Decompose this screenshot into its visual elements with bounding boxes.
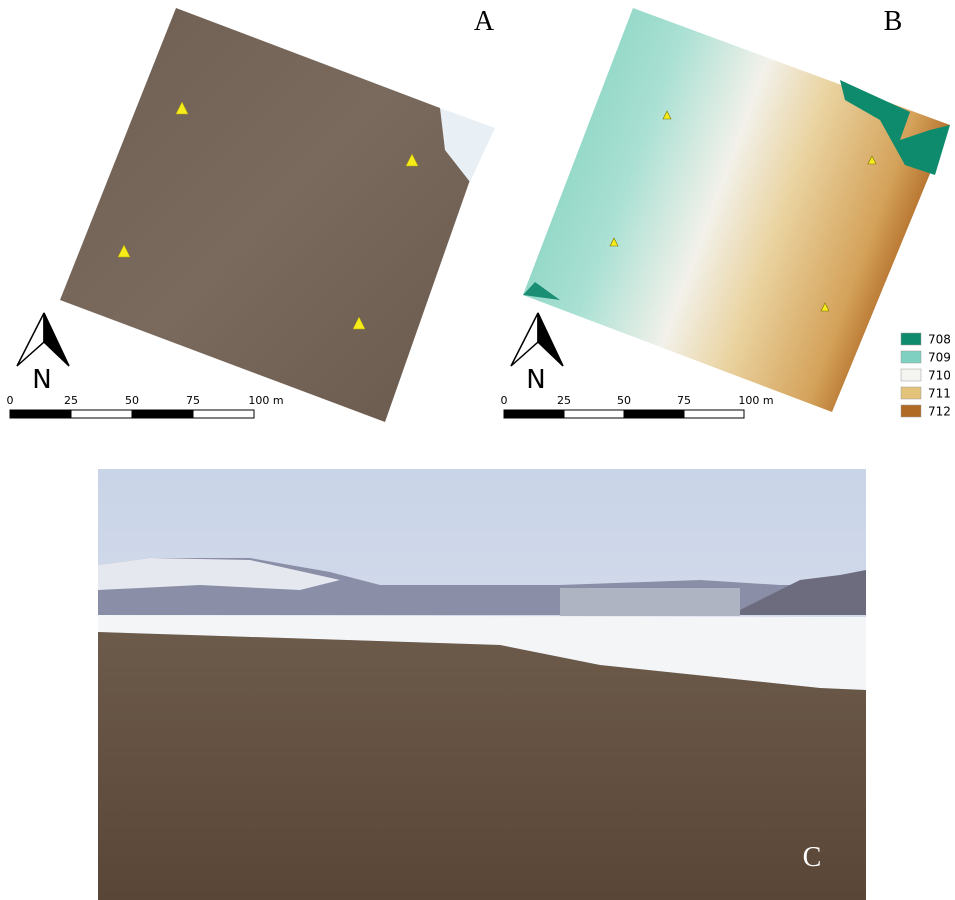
legend-swatch [901, 369, 921, 381]
north-label: N [526, 365, 545, 395]
scale-label: 50 [617, 394, 631, 407]
dem-map [523, 8, 950, 412]
scale-label: 75 [186, 394, 200, 407]
legend-label: 709 [928, 351, 951, 365]
field-photo [98, 469, 866, 900]
legend-label: 711 [928, 387, 951, 401]
north-arrow [511, 313, 538, 366]
legend-label: 712 [928, 405, 951, 419]
orthophoto [60, 8, 470, 422]
scale-segment [684, 410, 744, 418]
north-arrow [44, 313, 69, 366]
scale-label: 25 [557, 394, 571, 407]
legend-label: 710 [928, 369, 951, 383]
figure: A N 0 25 50 75 100 m B N 0 25 50 75 100 m 708 709 710 711… [0, 0, 955, 900]
legend-swatch [901, 351, 921, 363]
north-arrow [17, 313, 44, 366]
scale-segment [193, 410, 254, 418]
north-label: N [32, 365, 51, 395]
scale-segment [10, 410, 71, 418]
scale-label: 75 [677, 394, 691, 407]
legend-swatch [901, 405, 921, 417]
legend-swatch [901, 387, 921, 399]
north-arrow [538, 313, 563, 366]
scale-label: 100 m [738, 394, 773, 407]
scale-label: 100 m [248, 394, 283, 407]
scale-segment [624, 410, 684, 418]
scale-label: 50 [125, 394, 139, 407]
scale-segment [132, 410, 193, 418]
scale-segment [71, 410, 132, 418]
scale-label: 0 [501, 394, 508, 407]
panel-label: A [474, 6, 495, 37]
scale-segment [504, 410, 564, 418]
legend-swatch [901, 333, 921, 345]
scale-label: 0 [7, 394, 14, 407]
panel-label: B [884, 6, 903, 37]
scale-label: 25 [64, 394, 78, 407]
panel-label: C [803, 842, 822, 873]
scale-segment [564, 410, 624, 418]
legend-label: 708 [928, 333, 951, 347]
